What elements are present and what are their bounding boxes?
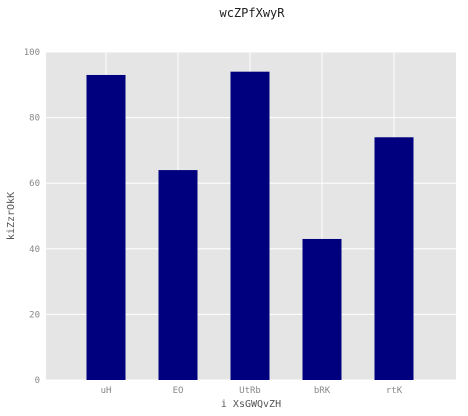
x-tick-label: UtRb — [239, 386, 261, 396]
y-axis-label: kiZzrOkK — [6, 192, 17, 240]
bar-rtK — [374, 137, 414, 380]
y-tick-label: 0 — [35, 376, 40, 386]
y-tick-label: 40 — [29, 245, 40, 255]
x-tick-label: bRK — [314, 386, 331, 396]
bars — [86, 71, 414, 381]
bar-uH — [86, 74, 126, 381]
y-tick-label: 20 — [29, 310, 40, 320]
bar-EO — [158, 170, 198, 380]
y-axis-ticks: 0 20 40 60 80 100 — [24, 48, 40, 386]
x-tick-label: EO — [173, 386, 184, 396]
bar-bRK — [302, 238, 342, 380]
x-tick-label: uH — [101, 386, 112, 396]
y-tick-label: 100 — [24, 48, 40, 58]
chart-title: wcZPfXwyR — [219, 6, 285, 20]
y-tick-label: 60 — [29, 179, 40, 189]
bar-UtRb — [230, 71, 270, 381]
y-tick-label: 80 — [29, 114, 40, 124]
x-axis-ticks: uH EO UtRb bRK rtK — [101, 386, 403, 396]
x-axis-label: i XsGWQvZH — [221, 399, 281, 410]
x-tick-label: rtK — [386, 386, 403, 396]
